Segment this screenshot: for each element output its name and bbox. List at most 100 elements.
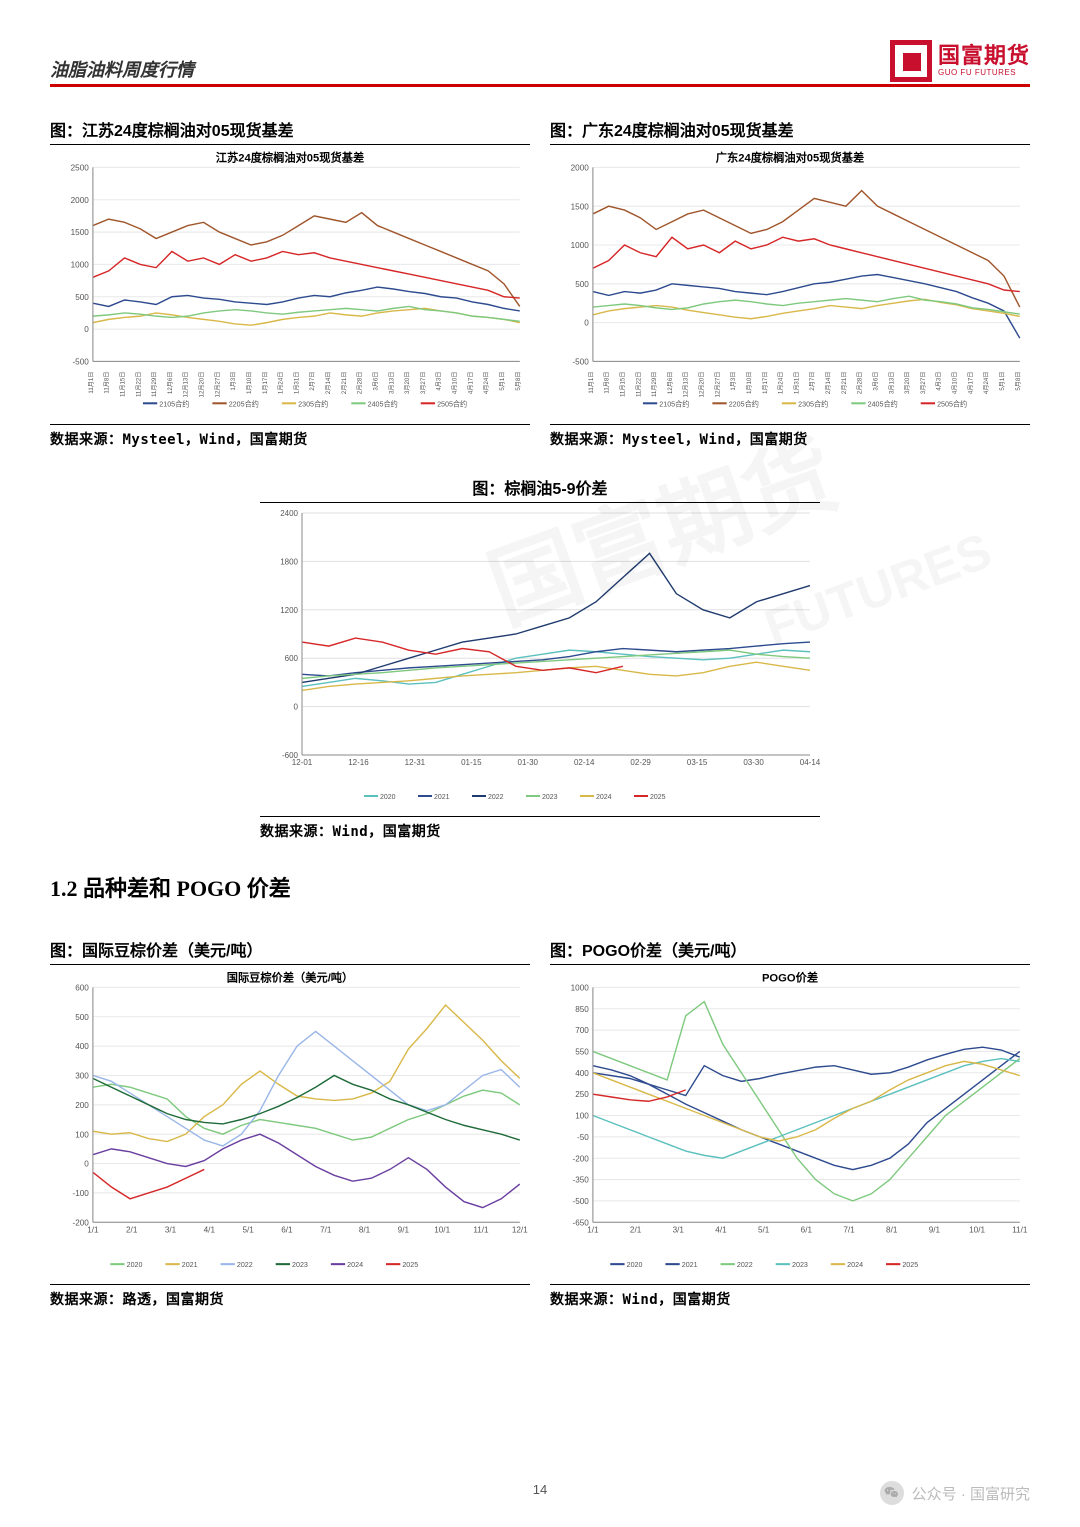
svg-text:5/1: 5/1 bbox=[242, 1225, 254, 1234]
svg-text:2025: 2025 bbox=[402, 1261, 418, 1269]
svg-text:2305合约: 2305合约 bbox=[298, 399, 328, 408]
svg-text:4月17日: 4月17日 bbox=[967, 372, 974, 394]
svg-text:7/1: 7/1 bbox=[320, 1225, 332, 1234]
chart-title: 图：棕榈油5-9价差 bbox=[260, 475, 820, 503]
svg-text:2021: 2021 bbox=[682, 1261, 698, 1269]
svg-text:4月17日: 4月17日 bbox=[467, 372, 474, 394]
svg-text:4月10日: 4月10日 bbox=[952, 372, 959, 394]
svg-text:2020: 2020 bbox=[380, 794, 396, 801]
svg-text:2020: 2020 bbox=[127, 1261, 143, 1269]
svg-text:7/1: 7/1 bbox=[843, 1225, 855, 1234]
svg-text:1月3日: 1月3日 bbox=[730, 372, 737, 391]
svg-text:5月8日: 5月8日 bbox=[515, 372, 522, 391]
svg-text:12月27日: 12月27日 bbox=[214, 372, 221, 398]
svg-text:3月6日: 3月6日 bbox=[872, 372, 879, 391]
chart-title: 图：广东24度棕榈油对05现货基差 bbox=[550, 117, 1030, 145]
chart-pogo: POGO价差-650-500-350-200-50100250400550700… bbox=[550, 969, 1030, 1275]
page-header: 油脂油料周度行情 国富期货 GUO FU FUTURES bbox=[50, 40, 1030, 87]
svg-text:12月6日: 12月6日 bbox=[667, 372, 674, 394]
svg-text:2022: 2022 bbox=[488, 794, 504, 801]
svg-text:0: 0 bbox=[84, 1159, 89, 1168]
svg-text:2505合约: 2505合约 bbox=[437, 399, 467, 408]
svg-text:1200: 1200 bbox=[280, 605, 298, 614]
svg-text:2405合约: 2405合约 bbox=[868, 399, 898, 408]
svg-text:2505合约: 2505合约 bbox=[937, 399, 967, 408]
svg-text:3月27日: 3月27日 bbox=[920, 372, 927, 394]
chart-title: 图：POGO价差（美元/吨） bbox=[550, 937, 1030, 965]
svg-text:500: 500 bbox=[575, 280, 589, 289]
svg-text:12月6日: 12月6日 bbox=[167, 372, 174, 394]
svg-text:100: 100 bbox=[75, 1130, 89, 1139]
svg-text:01-15: 01-15 bbox=[461, 758, 482, 767]
chart-intl-spread: 国际豆棕价差（美元/吨）-200-10001002003004005006001… bbox=[50, 969, 530, 1275]
svg-text:04-14: 04-14 bbox=[800, 758, 820, 767]
svg-text:400: 400 bbox=[575, 1068, 589, 1077]
svg-text:850: 850 bbox=[575, 1004, 589, 1013]
svg-text:2月28日: 2月28日 bbox=[857, 372, 864, 394]
chart-source: 数据来源：Wind，国富期货 bbox=[260, 816, 820, 841]
svg-text:6/1: 6/1 bbox=[801, 1225, 813, 1234]
svg-text:3月6日: 3月6日 bbox=[372, 372, 379, 391]
svg-text:2月21日: 2月21日 bbox=[341, 372, 348, 394]
svg-text:11月29日: 11月29日 bbox=[151, 372, 158, 397]
svg-text:2/1: 2/1 bbox=[630, 1225, 642, 1234]
chart-source: 数据来源：Mysteel，Wind，国富期货 bbox=[50, 424, 530, 449]
svg-text:4月24日: 4月24日 bbox=[983, 372, 990, 394]
svg-text:1月17日: 1月17日 bbox=[262, 372, 269, 394]
chart-title: 图：江苏24度棕榈油对05现货基差 bbox=[50, 117, 530, 145]
svg-text:5月1日: 5月1日 bbox=[999, 372, 1006, 391]
svg-text:12月20日: 12月20日 bbox=[699, 372, 706, 398]
svg-text:2024: 2024 bbox=[596, 794, 612, 801]
svg-text:4/1: 4/1 bbox=[204, 1225, 216, 1234]
svg-text:11月1日: 11月1日 bbox=[588, 372, 595, 394]
chart-jiangsu-block: 图：江苏24度棕榈油对05现货基差 江苏24度棕榈油对05现货基差-500050… bbox=[50, 117, 530, 449]
svg-text:2月28日: 2月28日 bbox=[357, 372, 364, 394]
chart-palm59: -600060012001800240012-0112-1612-3101-15… bbox=[260, 507, 820, 807]
svg-text:-200: -200 bbox=[572, 1154, 589, 1163]
svg-text:600: 600 bbox=[285, 654, 299, 663]
svg-text:3月13日: 3月13日 bbox=[888, 372, 895, 394]
doc-title: 油脂油料周度行情 bbox=[50, 56, 194, 82]
svg-text:500: 500 bbox=[75, 293, 89, 302]
svg-text:1月10日: 1月10日 bbox=[246, 372, 253, 394]
svg-text:300: 300 bbox=[75, 1071, 89, 1080]
svg-text:2022: 2022 bbox=[237, 1261, 253, 1269]
svg-text:2205合约: 2205合约 bbox=[729, 399, 759, 408]
svg-text:02-29: 02-29 bbox=[630, 758, 651, 767]
svg-text:1000: 1000 bbox=[71, 260, 90, 269]
svg-text:12月20日: 12月20日 bbox=[199, 372, 206, 398]
svg-text:11月1日: 11月1日 bbox=[88, 372, 95, 394]
svg-text:2400: 2400 bbox=[280, 509, 298, 518]
svg-text:600: 600 bbox=[75, 983, 89, 992]
svg-text:1/1: 1/1 bbox=[87, 1225, 99, 1234]
chart-source: 数据来源：路透，国富期货 bbox=[50, 1284, 530, 1309]
chart-jiangsu: 江苏24度棕榈油对05现货基差-500050010001500200025001… bbox=[50, 149, 530, 415]
svg-text:1月10日: 1月10日 bbox=[746, 372, 753, 394]
svg-text:2023: 2023 bbox=[292, 1261, 308, 1269]
svg-text:12-31: 12-31 bbox=[405, 758, 426, 767]
svg-text:8/1: 8/1 bbox=[359, 1225, 371, 1234]
svg-text:100: 100 bbox=[575, 1111, 589, 1120]
svg-text:2205合约: 2205合约 bbox=[229, 399, 259, 408]
svg-text:3月27日: 3月27日 bbox=[420, 372, 427, 394]
svg-text:3月20日: 3月20日 bbox=[904, 372, 911, 394]
svg-text:6/1: 6/1 bbox=[281, 1225, 293, 1234]
svg-text:0: 0 bbox=[84, 325, 89, 334]
svg-text:03-30: 03-30 bbox=[743, 758, 764, 767]
svg-text:-350: -350 bbox=[572, 1175, 589, 1184]
svg-text:11月8日: 11月8日 bbox=[604, 372, 611, 394]
svg-text:2000: 2000 bbox=[571, 163, 590, 172]
svg-text:10/1: 10/1 bbox=[434, 1225, 450, 1234]
chart-guangdong-block: 图：广东24度棕榈油对05现货基差 广东24度棕榈油对05现货基差-500050… bbox=[550, 117, 1030, 449]
svg-text:3月20日: 3月20日 bbox=[404, 372, 411, 394]
svg-text:江苏24度棕榈油对05现货基差: 江苏24度棕榈油对05现货基差 bbox=[216, 150, 364, 164]
svg-text:1月31日: 1月31日 bbox=[293, 372, 300, 394]
svg-text:11月8日: 11月8日 bbox=[104, 372, 111, 394]
svg-text:11月22日: 11月22日 bbox=[635, 372, 642, 397]
svg-text:2105合约: 2105合约 bbox=[659, 399, 689, 408]
svg-text:400: 400 bbox=[75, 1042, 89, 1051]
svg-text:1月3日: 1月3日 bbox=[230, 372, 237, 391]
svg-text:4月10日: 4月10日 bbox=[452, 372, 459, 394]
svg-text:12/1: 12/1 bbox=[512, 1225, 528, 1234]
svg-text:12月27日: 12月27日 bbox=[714, 372, 721, 398]
